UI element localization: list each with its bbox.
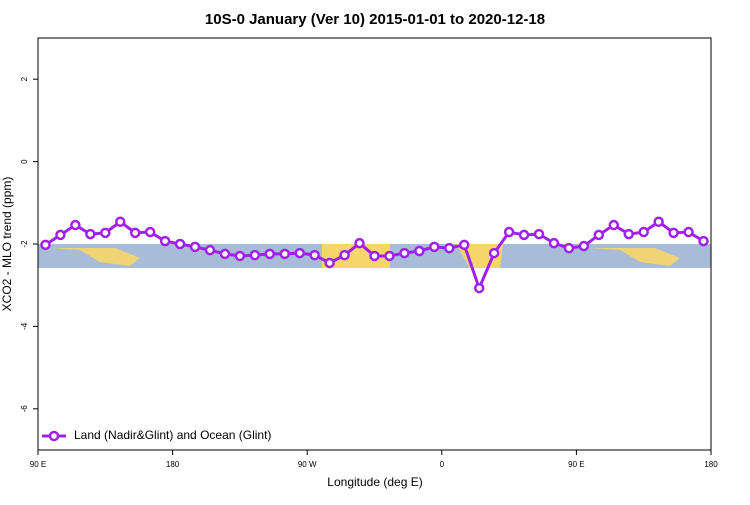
point xyxy=(339,249,350,261)
point xyxy=(503,226,515,238)
point xyxy=(458,239,470,251)
point xyxy=(698,235,709,247)
legend-marker xyxy=(48,430,60,442)
chart-title: 10S-0 January (Ver 10) 2015-01-01 to 202… xyxy=(205,11,545,28)
x-tick-label: 90 E xyxy=(568,460,584,469)
map-strip xyxy=(38,244,711,268)
y-tick-label: 0 xyxy=(20,159,29,164)
point xyxy=(354,237,365,249)
y-axis-label: XCO2 - MLO trend (ppm) xyxy=(0,177,14,312)
point xyxy=(399,247,410,259)
point xyxy=(518,229,530,241)
point xyxy=(70,219,81,231)
point xyxy=(115,216,126,228)
point xyxy=(129,227,141,239)
point xyxy=(159,235,171,247)
x-tick-label: 180 xyxy=(704,460,718,469)
point xyxy=(55,229,66,241)
point xyxy=(668,227,679,239)
point xyxy=(279,248,291,260)
x-axis-label: Longitude (deg E) xyxy=(327,475,422,489)
y-tick-label: -6 xyxy=(20,405,29,413)
point xyxy=(204,244,216,256)
point xyxy=(608,219,620,231)
point xyxy=(533,228,545,240)
point xyxy=(219,248,231,260)
point xyxy=(429,241,440,253)
point xyxy=(189,241,201,253)
y-tick-label: -4 xyxy=(20,322,29,330)
x-tick-label: 0 xyxy=(440,460,445,469)
point xyxy=(40,239,51,251)
point xyxy=(324,257,335,269)
x-tick-label: 180 xyxy=(166,460,180,469)
point xyxy=(623,228,634,240)
point xyxy=(384,250,395,262)
point xyxy=(309,249,320,261)
point xyxy=(414,245,425,257)
y-tick-label: 2 xyxy=(20,76,29,81)
point xyxy=(294,247,305,259)
point xyxy=(249,249,261,261)
point xyxy=(264,248,276,260)
y-tick-label: -2 xyxy=(20,240,29,248)
legend-label: Land (Nadir&Glint) and Ocean (Glint) xyxy=(74,428,271,442)
point xyxy=(444,242,455,254)
point xyxy=(85,228,96,240)
point xyxy=(653,216,664,228)
point xyxy=(563,242,575,254)
point xyxy=(100,227,111,239)
point xyxy=(488,247,500,259)
x-tick-label: 90 W xyxy=(298,460,317,469)
point xyxy=(174,238,186,250)
point xyxy=(473,282,485,294)
point xyxy=(548,237,560,249)
point xyxy=(369,250,380,262)
point xyxy=(638,226,649,238)
point xyxy=(234,250,246,262)
point xyxy=(144,226,156,238)
point xyxy=(593,229,605,241)
point xyxy=(683,226,694,238)
x-tick-label: 90 E xyxy=(30,460,46,469)
point xyxy=(578,240,590,252)
